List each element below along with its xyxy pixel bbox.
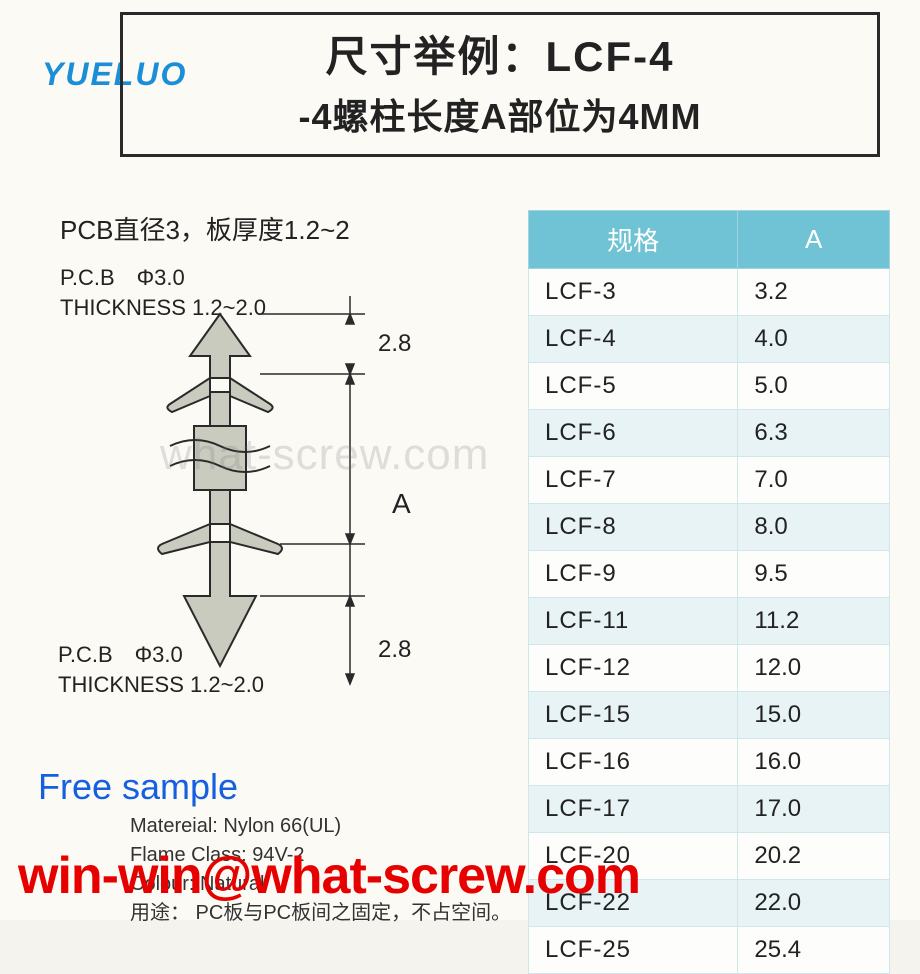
table-cell: LCF-15 bbox=[529, 692, 738, 739]
spacer-diagram bbox=[140, 296, 400, 696]
table-row: LCF-1111.2 bbox=[529, 598, 890, 645]
pcb-diameter-top: P.C.B Φ3.0 bbox=[60, 265, 185, 290]
table-cell: 4.0 bbox=[738, 316, 890, 363]
table-row: LCF-1515.0 bbox=[529, 692, 890, 739]
table-cell: 17.0 bbox=[738, 786, 890, 833]
table-cell: LCF-9 bbox=[529, 551, 738, 598]
table-row: LCF-1717.0 bbox=[529, 786, 890, 833]
contact-email: win-win@what-screw.com bbox=[18, 846, 640, 906]
table-cell: LCF-25 bbox=[529, 927, 738, 974]
table-cell: LCF-8 bbox=[529, 504, 738, 551]
table-cell: 25.4 bbox=[738, 927, 890, 974]
document-page: YUELUO 尺寸举例：LCF-4 -4螺柱长度A部位为4MM PCB直径3，板… bbox=[0, 0, 920, 920]
table-row: LCF-1616.0 bbox=[529, 739, 890, 786]
table-row: LCF-66.3 bbox=[529, 410, 890, 457]
table-cell: 12.0 bbox=[738, 645, 890, 692]
title-line-1: 尺寸举例：LCF-4 bbox=[133, 23, 867, 84]
table-cell: 6.3 bbox=[738, 410, 890, 457]
material-line-1: Matereial: Nylon 66(UL) bbox=[130, 812, 511, 841]
table-cell: LCF-3 bbox=[529, 269, 738, 316]
table-header-a: A bbox=[738, 211, 890, 269]
pcb-bottom-label: P.C.B Φ3.0 THICKNESS 1.2~2.0 bbox=[58, 640, 264, 699]
table-row: LCF-1212.0 bbox=[529, 645, 890, 692]
table-cell: LCF-11 bbox=[529, 598, 738, 645]
table-cell: 3.2 bbox=[738, 269, 890, 316]
table-row: LCF-33.2 bbox=[529, 269, 890, 316]
diagram-heading: PCB直径3，板厚度1.2~2 bbox=[60, 210, 510, 247]
free-sample-label: Free sample bbox=[38, 766, 238, 808]
table-cell: 8.0 bbox=[738, 504, 890, 551]
pcb-thickness-bottom: THICKNESS 1.2~2.0 bbox=[58, 672, 264, 697]
table-row: LCF-44.0 bbox=[529, 316, 890, 363]
table-row: LCF-2525.4 bbox=[529, 927, 890, 974]
title-line-2: -4螺柱长度A部位为4MM bbox=[133, 88, 867, 140]
dimension-upper: 2.8 bbox=[378, 330, 411, 358]
table-cell: LCF-16 bbox=[529, 739, 738, 786]
table-row: LCF-55.0 bbox=[529, 363, 890, 410]
table-cell: LCF-17 bbox=[529, 786, 738, 833]
dimension-lower: 2.8 bbox=[378, 636, 411, 664]
table-cell: LCF-4 bbox=[529, 316, 738, 363]
table-cell: 7.0 bbox=[738, 457, 890, 504]
table-header-row: 规格 A bbox=[529, 211, 890, 269]
table-cell: LCF-7 bbox=[529, 457, 738, 504]
table-cell: 20.2 bbox=[738, 833, 890, 880]
table-row: LCF-88.0 bbox=[529, 504, 890, 551]
table-cell: LCF-5 bbox=[529, 363, 738, 410]
pcb-diameter-bottom: P.C.B Φ3.0 bbox=[58, 642, 183, 667]
table-cell: LCF-6 bbox=[529, 410, 738, 457]
table-cell: 5.0 bbox=[738, 363, 890, 410]
table-cell: 16.0 bbox=[738, 739, 890, 786]
table-row: LCF-99.5 bbox=[529, 551, 890, 598]
table-cell: 11.2 bbox=[738, 598, 890, 645]
title-box: 尺寸举例：LCF-4 -4螺柱长度A部位为4MM bbox=[120, 12, 880, 157]
table-header-spec: 规格 bbox=[529, 211, 738, 269]
table-cell: 22.0 bbox=[738, 880, 890, 927]
dimension-a: A bbox=[392, 488, 411, 520]
table-row: LCF-77.0 bbox=[529, 457, 890, 504]
table-cell: 15.0 bbox=[738, 692, 890, 739]
table-cell: 9.5 bbox=[738, 551, 890, 598]
table-cell: LCF-12 bbox=[529, 645, 738, 692]
